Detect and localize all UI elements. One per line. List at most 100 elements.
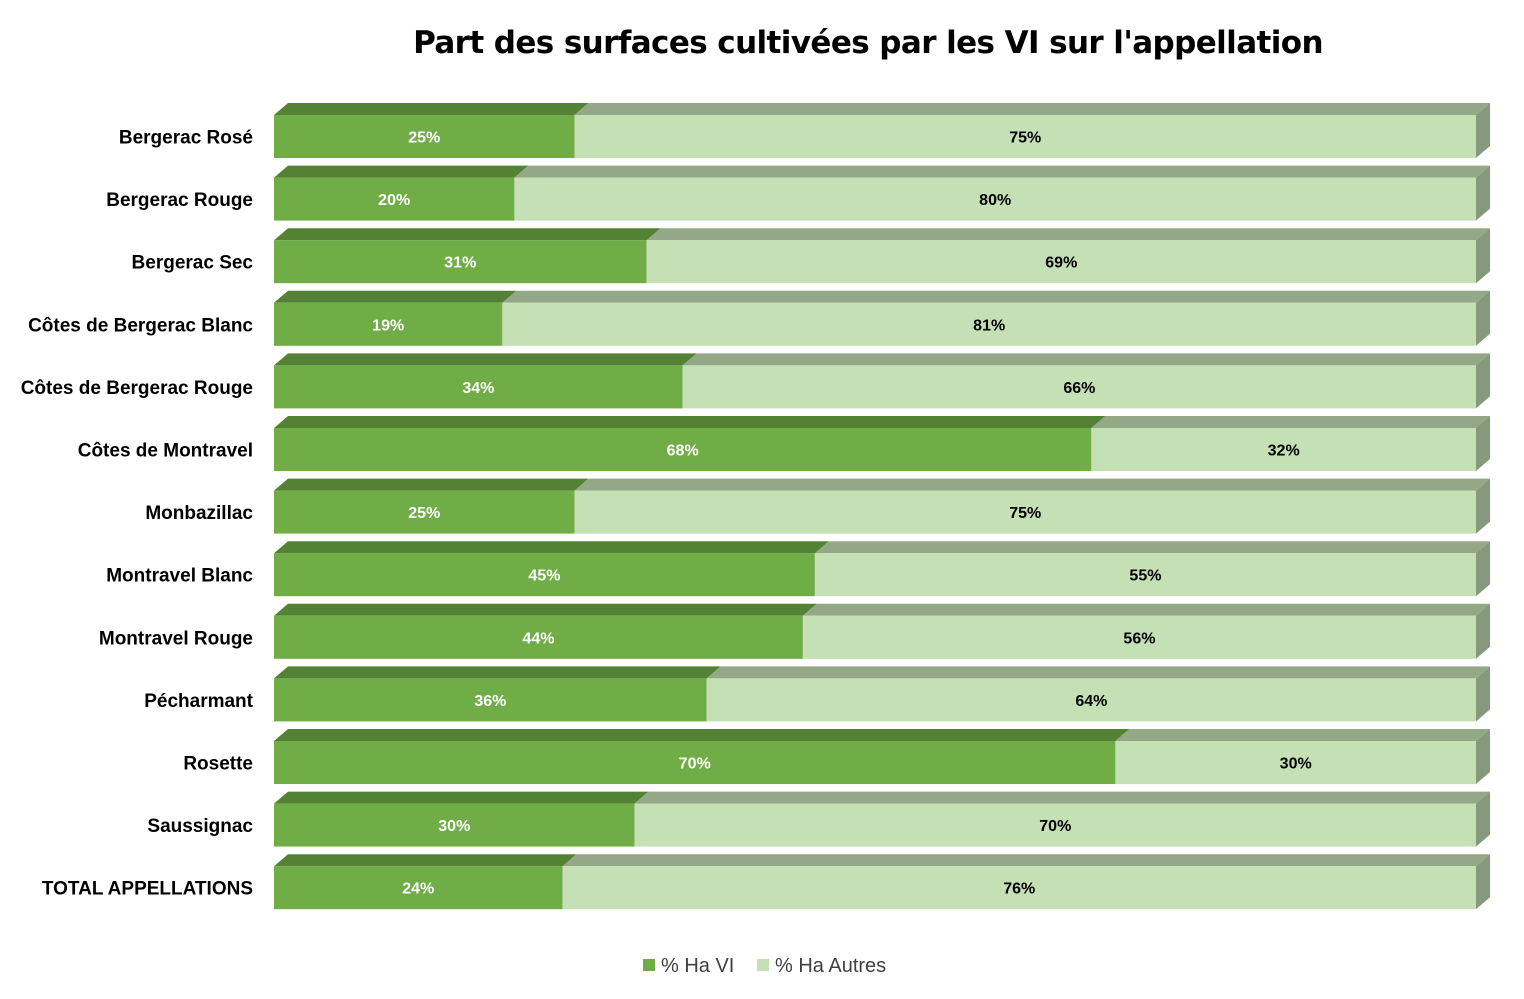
data-label: 44% — [522, 630, 554, 647]
data-label: 31% — [444, 255, 476, 272]
data-label: 70% — [1039, 818, 1071, 835]
bar-top-autres — [574, 478, 1490, 491]
category-label: Côtes de Bergerac Blanc — [28, 315, 253, 336]
data-label: 81% — [973, 317, 1005, 334]
bar-autres — [574, 490, 1476, 534]
bar-vi — [274, 177, 515, 221]
data-label: 68% — [667, 443, 699, 460]
data-label: 25% — [408, 505, 440, 522]
bar-top-autres — [706, 666, 1490, 679]
bar-autres — [562, 866, 1476, 910]
bar-top-vi — [274, 729, 1130, 741]
bar-top-vi — [274, 290, 517, 303]
bar-vi — [274, 302, 503, 346]
bar-top-autres — [502, 290, 1490, 303]
data-label: 30% — [1280, 756, 1312, 773]
bar-vi — [274, 240, 647, 284]
bar-top-autres — [634, 791, 1490, 804]
data-label: 56% — [1123, 630, 1155, 647]
bar-side — [1476, 666, 1490, 722]
bar-top-autres — [514, 165, 1490, 178]
data-label: 25% — [408, 130, 440, 147]
bar-top-vi — [274, 103, 589, 115]
bar-side — [1476, 228, 1490, 284]
bar-autres — [1115, 741, 1476, 784]
bar-top-autres — [574, 103, 1490, 115]
bar-vi — [274, 553, 815, 597]
bar-top-vi — [274, 165, 529, 178]
bar-top-vi — [274, 541, 829, 554]
legend-swatch — [643, 959, 655, 971]
legend: % Ha VI % Ha Autres — [643, 955, 886, 977]
bar-top-vi — [274, 666, 721, 679]
bar-top-autres — [1115, 729, 1490, 741]
bar-vi — [274, 866, 563, 910]
bar-top-autres — [814, 541, 1490, 554]
bar-vi — [274, 741, 1116, 784]
data-label: 64% — [1075, 693, 1107, 710]
data-label: 19% — [372, 317, 404, 334]
category-label: Rosette — [183, 754, 253, 775]
category-label: Bergerac Sec — [132, 253, 254, 274]
category-label: Monbazillac — [145, 503, 253, 524]
bar-side — [1476, 729, 1490, 784]
bar-top-autres — [802, 603, 1490, 616]
chart-title: Part des surfaces cultivées par les VI s… — [413, 25, 1323, 61]
bar-top-autres — [562, 854, 1490, 867]
bar-autres — [574, 115, 1476, 158]
data-label: 69% — [1045, 255, 1077, 272]
category-label: Montravel Blanc — [106, 566, 253, 587]
bar-side — [1476, 854, 1490, 910]
data-label: 55% — [1129, 568, 1161, 585]
bar-autres — [682, 365, 1476, 409]
category-label: Côtes de Bergerac Rouge — [21, 378, 253, 399]
data-label: 76% — [1003, 881, 1035, 898]
data-label: 30% — [438, 818, 470, 835]
category-label: Montravel Rouge — [99, 628, 253, 649]
bar-autres — [706, 678, 1476, 722]
bar-vi — [274, 365, 683, 409]
data-label: 34% — [462, 380, 494, 397]
bar-side — [1476, 103, 1490, 158]
legend-swatch — [757, 959, 769, 971]
legend-label: % Ha Autres — [775, 955, 886, 977]
bar-autres — [646, 240, 1476, 284]
bar-vi — [274, 490, 575, 534]
data-label: 24% — [402, 881, 434, 898]
data-label: 80% — [979, 192, 1011, 209]
bar-top-vi — [274, 353, 697, 366]
category-label: Bergerac Rosé — [119, 128, 253, 149]
bar-autres — [514, 177, 1476, 221]
bar-vi — [274, 115, 575, 158]
legend-label: % Ha VI — [661, 955, 734, 977]
category-label: TOTAL APPELLATIONS — [42, 879, 253, 900]
bar-side — [1476, 290, 1490, 346]
category-label: Bergerac Rouge — [106, 190, 253, 211]
bar-side — [1476, 416, 1490, 471]
bar-top-vi — [274, 603, 817, 616]
bar-side — [1476, 541, 1490, 597]
category-label: Saussignac — [147, 816, 253, 837]
bar-autres — [502, 302, 1476, 346]
bar-vi — [274, 428, 1092, 471]
bar-top-vi — [274, 854, 577, 867]
bar-top-vi — [274, 228, 661, 241]
bar-side — [1476, 478, 1490, 534]
data-label: 45% — [528, 568, 560, 585]
category-label: Côtes de Montravel — [78, 441, 253, 462]
bar-autres — [802, 615, 1476, 659]
bar-top-vi — [274, 478, 589, 491]
bar-side — [1476, 791, 1490, 847]
data-label: 75% — [1009, 505, 1041, 522]
bar-side — [1476, 165, 1490, 221]
bars: Bergerac Rosé 25% 75% Bergerac Rouge 20% 80% B… — [21, 103, 1490, 910]
bar-top-vi — [274, 416, 1106, 428]
data-label: 36% — [474, 693, 506, 710]
bar-autres — [814, 553, 1476, 597]
bar-top-autres — [646, 228, 1490, 241]
data-label: 20% — [378, 192, 410, 209]
data-label: 75% — [1009, 130, 1041, 147]
bar-top-autres — [1091, 416, 1490, 428]
bar-vi — [274, 615, 803, 659]
